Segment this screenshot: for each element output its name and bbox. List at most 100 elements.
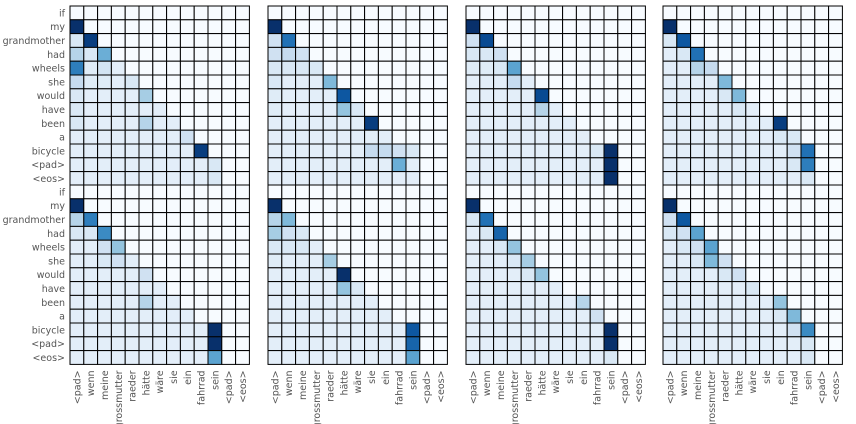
- heatmap-cell: [83, 184, 99, 200]
- heatmap-cell: [631, 5, 646, 21]
- y-tick-label: had: [47, 229, 65, 240]
- heatmap-cell: [124, 129, 140, 145]
- heatmap-cell: [267, 281, 283, 296]
- heatmap-cell: [662, 88, 678, 104]
- heatmap-cell: [433, 198, 448, 214]
- heatmap-cell: [308, 5, 324, 21]
- heatmap-cell: [179, 102, 195, 117]
- heatmap-cell: [479, 129, 495, 145]
- heatmap-cell: [465, 212, 481, 227]
- heatmap-cell: [828, 157, 843, 173]
- heatmap-cell: [322, 225, 338, 241]
- heatmap-cell: [295, 19, 310, 35]
- heatmap-cell: [179, 19, 195, 35]
- heatmap-cell: [124, 322, 140, 338]
- heatmap-cell: [814, 74, 830, 90]
- heatmap-cell: [83, 308, 99, 324]
- heatmap-cell: [405, 294, 421, 310]
- heatmap-cell: [152, 102, 168, 117]
- heatmap-cell: [336, 184, 352, 200]
- heatmap-cell: [800, 322, 816, 338]
- heatmap-cell: [235, 281, 250, 296]
- heatmap-cell: [405, 157, 421, 173]
- heatmap-cell: [562, 129, 577, 145]
- heatmap-cell: [281, 33, 297, 48]
- heatmap-cell: [548, 212, 564, 227]
- heatmap-cell: [465, 198, 481, 214]
- x-tick-label: hätte: [141, 370, 152, 395]
- heatmap-cell: [717, 5, 733, 21]
- heatmap-cell: [350, 115, 366, 131]
- heatmap-cell: [377, 157, 393, 173]
- heatmap-cell: [703, 350, 719, 365]
- x-tick-label: raeder: [128, 370, 139, 401]
- heatmap-cell: [207, 267, 223, 283]
- heatmap-cell: [534, 102, 550, 117]
- heatmap-cell: [350, 143, 366, 159]
- heatmap-cell: [603, 5, 619, 21]
- heatmap-cell: [110, 198, 126, 214]
- heatmap-cell: [69, 102, 85, 117]
- heatmap-cell: [281, 129, 297, 145]
- heatmap-cell: [69, 212, 85, 227]
- heatmap-cell: [295, 157, 310, 173]
- heatmap-cell: [506, 212, 522, 227]
- heatmap-cell: [786, 74, 802, 90]
- heatmap-cell: [534, 171, 550, 186]
- heatmap-cell: [662, 239, 678, 255]
- heatmap-cell: [179, 267, 195, 283]
- heatmap-cell: [152, 267, 168, 283]
- heatmap-cell: [676, 253, 692, 269]
- heatmap-cell: [152, 171, 168, 186]
- heatmap-cell: [493, 239, 508, 255]
- heatmap-cell: [308, 60, 324, 76]
- heatmap-cell: [717, 157, 733, 173]
- heatmap-cell: [377, 212, 393, 227]
- heatmap-cell: [786, 212, 802, 227]
- heatmap-cell: [603, 336, 619, 352]
- heatmap-cell: [717, 102, 733, 117]
- heatmap-cell: [506, 336, 522, 352]
- heatmap-cell: [69, 171, 85, 186]
- heatmap-cell: [419, 184, 435, 200]
- heatmap-cell: [506, 281, 522, 296]
- heatmap-cell: [745, 225, 761, 241]
- heatmap-cell: [322, 60, 338, 76]
- heatmap-cell: [493, 74, 508, 90]
- heatmap-cell: [676, 60, 692, 76]
- heatmap-cell: [193, 143, 209, 159]
- heatmap-cell: [786, 225, 802, 241]
- heatmap-cell: [493, 322, 508, 338]
- heatmap-cell: [800, 33, 816, 48]
- heatmap-cell: [676, 322, 692, 338]
- heatmap-cell: [814, 253, 830, 269]
- heatmap-cell: [221, 336, 237, 352]
- heatmap-cell: [759, 5, 774, 21]
- heatmap-cell: [308, 225, 324, 241]
- heatmap-cell: [631, 225, 646, 241]
- heatmap-cell: [676, 88, 692, 104]
- heatmap-cell: [433, 74, 448, 90]
- heatmap-cell: [391, 74, 407, 90]
- heatmap-cell: [295, 267, 310, 283]
- heatmap-cell: [207, 225, 223, 241]
- heatmap-cell: [364, 322, 379, 338]
- heatmap-cell: [364, 143, 379, 159]
- heatmap-cell: [97, 294, 112, 310]
- heatmap-cell: [69, 294, 85, 310]
- heatmap-cell: [575, 19, 591, 35]
- heatmap-cell: [124, 5, 140, 21]
- heatmap-cell: [221, 19, 237, 35]
- heatmap-cell: [207, 46, 223, 62]
- heatmap-cell: [193, 46, 209, 62]
- heatmap-cell: [235, 267, 250, 283]
- heatmap-cell: [391, 88, 407, 104]
- heatmap-cell: [690, 129, 705, 145]
- heatmap-cell: [493, 115, 508, 131]
- heatmap-cell: [267, 143, 283, 159]
- heatmap-cell: [520, 350, 536, 365]
- heatmap-cell: [786, 46, 802, 62]
- heatmap-cell: [281, 308, 297, 324]
- heatmap-cell: [433, 294, 448, 310]
- heatmap-cell: [391, 33, 407, 48]
